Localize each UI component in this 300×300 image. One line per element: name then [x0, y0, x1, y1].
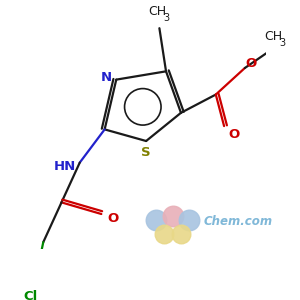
- Text: CH: CH: [264, 30, 282, 43]
- Text: Chem.com: Chem.com: [203, 215, 272, 228]
- Text: 3: 3: [279, 38, 285, 48]
- Point: [154, 218, 158, 222]
- Point: [187, 218, 192, 222]
- Text: O: O: [246, 56, 257, 70]
- Point: [178, 232, 183, 236]
- Point: [162, 232, 167, 236]
- Text: S: S: [141, 146, 151, 159]
- Text: N: N: [101, 71, 112, 85]
- Text: O: O: [107, 212, 118, 225]
- Text: HN: HN: [54, 160, 76, 173]
- Point: [170, 213, 175, 218]
- Text: O: O: [228, 128, 240, 141]
- Text: CH: CH: [149, 5, 167, 18]
- Text: Cl: Cl: [24, 290, 38, 300]
- Text: 3: 3: [163, 13, 169, 23]
